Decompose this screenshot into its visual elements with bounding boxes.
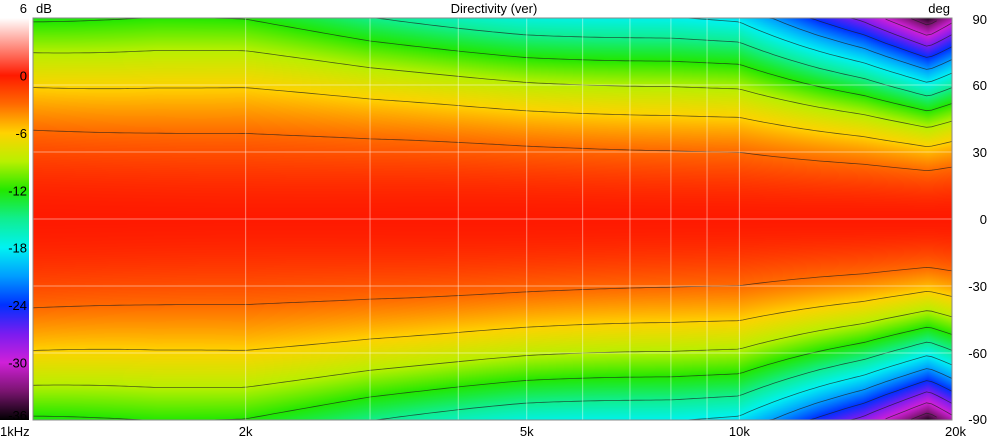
contour-line: [671, 18, 952, 83]
contour-line: [33, 50, 952, 128]
colorbar-tick-label: -6: [15, 126, 27, 141]
contour-line: [33, 290, 952, 351]
contour-line: [768, 18, 952, 70]
contour-lines: [33, 18, 952, 420]
contour-line: [885, 402, 952, 420]
x-axis-tick-label: 2k: [239, 424, 253, 437]
contour-line: [33, 310, 952, 388]
y-axis-unit-label: deg: [928, 1, 950, 16]
grid-lines: [33, 18, 952, 420]
y-axis-tick-labels: 90 60 30 0 -30 -60 -90: [968, 12, 987, 427]
y-axis-tick-label: 0: [980, 212, 987, 227]
heatmap-image: [33, 18, 952, 420]
contour-line: [671, 355, 952, 420]
x-axis-tick-label: 10k: [729, 424, 750, 437]
contour-line: [885, 18, 952, 36]
contour-line: [33, 129, 952, 172]
x-axis-tick-label: 5k: [520, 424, 534, 437]
y-axis-tick-label: 30: [973, 145, 987, 160]
y-axis-tick-label: -30: [968, 279, 987, 294]
contour-line: [375, 18, 952, 97]
chart-title: Directivity (ver): [451, 1, 538, 16]
colorbar-tick-label: -30: [8, 356, 27, 371]
plot-area: [33, 18, 952, 420]
contour-line: [911, 18, 937, 26]
x-axis-tick-label: 20k: [945, 424, 966, 437]
contour-line: [768, 368, 952, 420]
contour-line: [808, 380, 952, 420]
y-axis-tick-label: -90: [968, 412, 987, 427]
x-axis-tick-label: 1kHz: [0, 424, 30, 437]
contour-line: [33, 87, 952, 148]
colorbar-tick-label: -12: [8, 183, 27, 198]
colorbar-tick-label: -18: [8, 241, 27, 256]
colorbar-tick-label: -36: [8, 408, 27, 423]
contour-line: [375, 341, 952, 420]
y-axis-tick-label: 90: [973, 12, 987, 27]
colorbar-tick-labels: 6 0 -6 -12 -18 -24 -30 -36: [8, 1, 27, 423]
colorbar-tick-label: 0: [20, 68, 27, 83]
contour-line: [849, 391, 952, 420]
plot-frame: [32, 17, 953, 421]
colorbar-unit-label: dB: [36, 1, 52, 16]
colorbar-tick-label: -24: [8, 298, 27, 313]
contour-line: [33, 326, 952, 420]
contour-line: [33, 18, 952, 112]
contour-line: [911, 412, 937, 420]
contour-line: [33, 266, 952, 309]
contour-line: [849, 18, 952, 47]
y-axis-tick-label: -60: [968, 346, 987, 361]
contour-line: [808, 18, 952, 58]
colorbar: [0, 18, 29, 420]
x-axis-tick-labels: 1kHz 2k 5k 10k 20k: [0, 424, 966, 437]
y-axis-tick-label: 60: [973, 78, 987, 93]
colorbar-tick-label: 6: [20, 1, 27, 16]
